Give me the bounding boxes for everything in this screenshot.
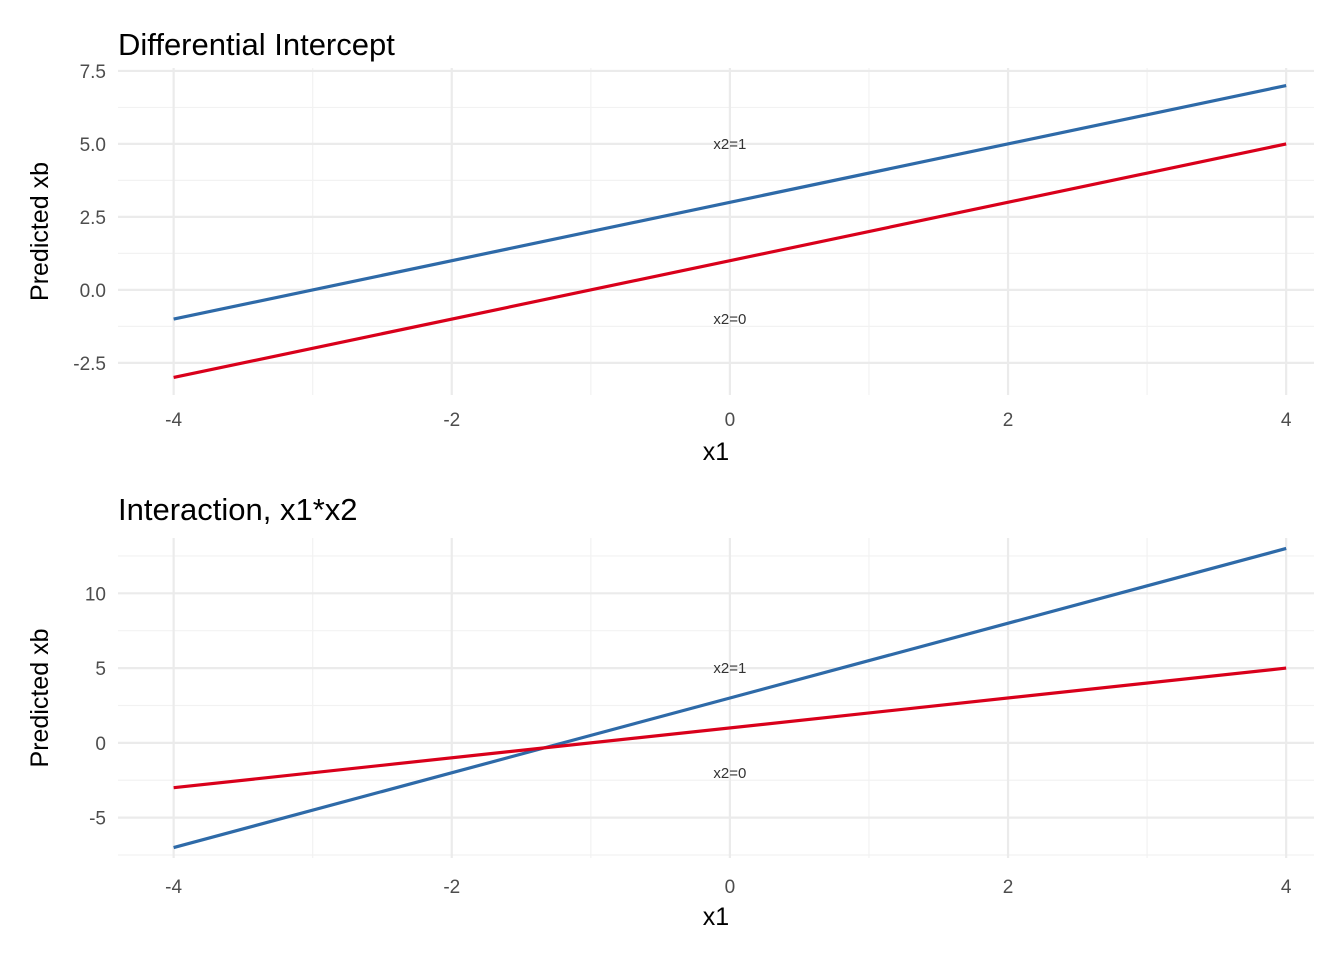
y-tick-label: 5.0 — [80, 135, 106, 156]
y-tick-label: 0 — [95, 734, 106, 755]
chart-panel-1: -4 -2 0 2 4 -2.5 0.0 2.5 5.0 7.5 x2=1 x2=0 Different… — [26, 27, 1314, 466]
grid — [118, 68, 1314, 395]
x-tick-label: -4 — [165, 877, 182, 898]
chart-panel-2: -4 -2 0 2 4 -5 0 5 10 x2=1 x2=0 Interaction, x1*x2 x… — [26, 492, 1314, 931]
y-axis-title: Predicted xb — [26, 162, 54, 301]
x-tick-label: 2 — [1003, 410, 1014, 431]
x-tick-label: -2 — [443, 877, 460, 898]
x-tick-label: 4 — [1281, 877, 1292, 898]
chart-title: Differential Intercept — [118, 27, 395, 62]
y-tick-label: 5 — [95, 659, 106, 680]
y-tick-label: 7.5 — [80, 62, 106, 83]
x-axis-title: x1 — [703, 438, 729, 466]
grid — [118, 538, 1314, 858]
series-line-x2-0 — [173, 666, 1287, 790]
x-tick-label: 0 — [725, 410, 736, 431]
y-tick-label: 2.5 — [80, 208, 106, 229]
x-tick-label: -4 — [165, 410, 182, 431]
annotation-label: x2=0 — [713, 765, 746, 782]
series-line-x2-0 — [173, 142, 1287, 380]
x-tick-label: 4 — [1281, 410, 1292, 431]
annotation-label: x2=1 — [713, 136, 746, 153]
annotation-label: x2=0 — [713, 311, 746, 328]
y-axis-title: Predicted xb — [26, 629, 54, 768]
chart-title: Interaction, x1*x2 — [118, 492, 358, 527]
x-axis-title: x1 — [703, 903, 729, 931]
y-tick-label: -5 — [89, 809, 106, 830]
series-line-x2-1 — [173, 546, 1287, 850]
x-tick-label: -2 — [443, 410, 460, 431]
x-tick-label: 2 — [1003, 877, 1014, 898]
y-tick-label: 10 — [85, 584, 106, 605]
x-tick-label: 0 — [725, 877, 736, 898]
y-tick-label: -2.5 — [73, 354, 106, 375]
y-tick-label: 0.0 — [80, 281, 106, 302]
series-line-x2-1 — [173, 83, 1287, 321]
annotation-label: x2=1 — [713, 660, 746, 677]
